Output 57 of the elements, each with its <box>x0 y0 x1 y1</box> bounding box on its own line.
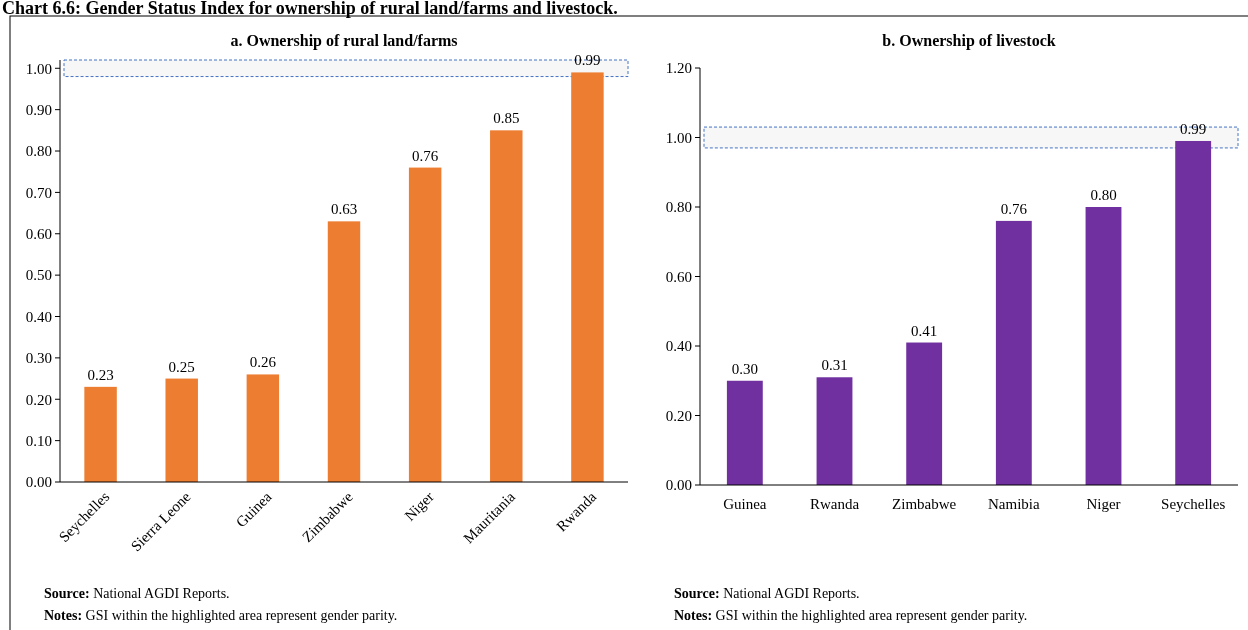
data-label: 0.23 <box>87 366 114 383</box>
data-label: 0.76 <box>1000 200 1028 217</box>
y-tick-label: 1.20 <box>665 60 692 77</box>
x-tick-label: Guinea <box>723 496 767 512</box>
y-tick-label: 0.40 <box>665 338 692 355</box>
y-tick-label: 0.30 <box>25 350 52 367</box>
y-tick-label: 0.40 <box>25 308 52 325</box>
x-tick-label: Zimbabwe <box>892 496 957 512</box>
data-label: 0.99 <box>574 52 601 69</box>
x-tick-label: Niger <box>1086 496 1121 512</box>
data-label: 0.76 <box>412 147 439 164</box>
y-tick-label: 0.60 <box>665 268 692 285</box>
y-tick-label: 0.00 <box>665 477 692 494</box>
text: Notes: GSI within the highlighted area represent gender parity. <box>44 608 398 623</box>
bar <box>571 72 604 482</box>
bar <box>816 377 853 485</box>
text: Notes: GSI within the highlighted area represent gender parity. <box>674 608 1028 623</box>
bar <box>490 130 523 482</box>
data-label: 0.26 <box>249 354 277 371</box>
y-tick-label: 0.80 <box>25 143 52 160</box>
chart-title: a. Ownership of rural land/farms <box>230 32 458 50</box>
y-tick-label: 0.00 <box>25 474 52 491</box>
source-note: Source: National AGDI Reports. <box>44 586 230 601</box>
bar <box>84 386 117 482</box>
bar <box>408 167 442 482</box>
x-tick-label: Rwanda <box>809 496 860 512</box>
y-tick-label: 0.70 <box>25 184 52 201</box>
bar <box>327 221 361 482</box>
data-label: 0.80 <box>1090 187 1117 203</box>
x-tick-label: Seychelles <box>1161 496 1226 512</box>
bar <box>726 380 763 485</box>
data-label: 0.41 <box>911 322 938 339</box>
y-tick-label: 0.80 <box>665 199 692 216</box>
chart-title: b. Ownership of livestock <box>882 32 1056 50</box>
bar <box>165 378 198 482</box>
y-tick-label: 1.00 <box>25 60 52 77</box>
bar <box>1085 207 1122 485</box>
source-note: Source: National AGDI Reports. <box>674 586 860 601</box>
y-tick-label: 0.20 <box>25 391 52 408</box>
y-tick-label: 0.50 <box>25 267 52 284</box>
y-tick-label: 1.00 <box>665 129 692 146</box>
x-tick-label: Namibia <box>988 496 1040 512</box>
bar <box>906 342 943 485</box>
data-label: 0.99 <box>1180 120 1207 137</box>
bar <box>995 220 1032 485</box>
data-label: 0.63 <box>330 201 358 218</box>
y-tick-label: 0.20 <box>665 407 692 424</box>
bar <box>246 374 280 482</box>
data-label: 0.25 <box>168 358 195 375</box>
y-tick-label: 0.90 <box>25 101 52 118</box>
y-tick-label: 0.60 <box>25 226 52 243</box>
data-label: 0.31 <box>821 357 848 374</box>
y-tick-label: 0.10 <box>25 432 52 449</box>
data-label: 0.30 <box>731 360 758 377</box>
bar <box>1175 140 1212 485</box>
data-label: 0.85 <box>493 110 520 127</box>
caption: Chart 6.6: Gender Status Index for ownership of rural land/farms and livestock. <box>2 0 618 18</box>
